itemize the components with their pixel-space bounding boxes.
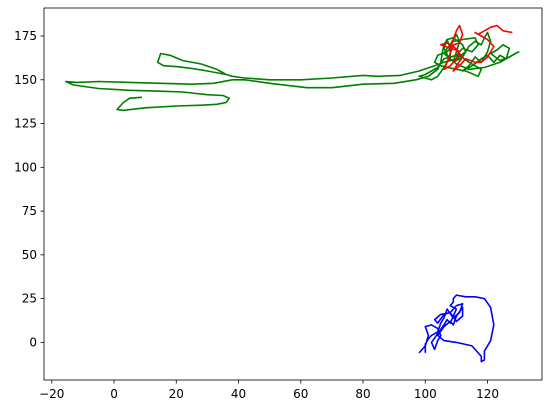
series-line-0 (65, 31, 520, 112)
y-tick-label: 75 (22, 204, 37, 218)
x-tick-label: 100 (414, 387, 437, 401)
series-line-1 (439, 24, 513, 72)
y-tick-label: 150 (14, 73, 37, 87)
x-tick-label: 40 (231, 387, 246, 401)
x-tick-label: 60 (293, 387, 308, 401)
series-line-2 (418, 294, 495, 363)
y-tick-label: 25 (22, 292, 37, 306)
y-tick-label: 125 (14, 117, 37, 131)
x-tick-label: 120 (476, 387, 499, 401)
plot-frame (43, 7, 543, 381)
y-tick-label: 0 (29, 335, 37, 349)
series-layer (65, 24, 520, 363)
plot-background (44, 8, 542, 380)
y-tick-label: 50 (22, 248, 37, 262)
x-tick-label: 20 (169, 387, 184, 401)
y-tick-label: 100 (14, 160, 37, 174)
x-tick-label: −20 (39, 387, 64, 401)
axis-layer: −20 0 20 40 60 80 100 120 0 25 50 75 100 125 150 175 (14, 29, 499, 401)
y-tick-label: 175 (14, 29, 37, 43)
x-tick-label: 80 (355, 387, 370, 401)
x-tick-label: 0 (110, 387, 118, 401)
